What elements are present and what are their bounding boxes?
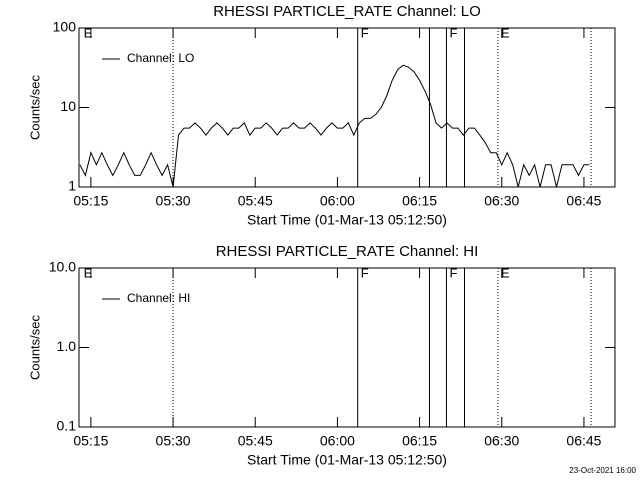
- event-flag: F: [361, 265, 369, 280]
- event-flag: E: [501, 25, 510, 40]
- event-flag: F: [361, 25, 369, 40]
- plot-frame: [78, 27, 616, 188]
- event-flag: E: [84, 265, 93, 280]
- event-flag: F: [450, 265, 458, 280]
- x-tick-label: 06:45: [566, 433, 601, 449]
- x-tick-label: 05:30: [156, 193, 191, 209]
- chart-title: RHESSI PARTICLE_RATE Channel: LO: [213, 3, 481, 20]
- x-tick-label: 05:15: [73, 433, 108, 449]
- event-flag: E: [501, 265, 510, 280]
- y-tick-label: 0.1: [57, 418, 77, 434]
- plot-frame: [78, 267, 616, 428]
- x-tick-label: 05:30: [156, 433, 191, 449]
- y-axis-title: Counts/sec: [27, 74, 42, 140]
- footer: 23-Oct-2021 16:00: [569, 466, 636, 475]
- legend-label: Channel: HI: [127, 291, 190, 305]
- x-tick-label: 06:30: [484, 193, 519, 209]
- data-line: [79, 64, 590, 188]
- y-axis-title: Counts/sec: [27, 314, 42, 380]
- event-flag: E: [84, 25, 93, 40]
- x-tick-label: 06:45: [566, 193, 601, 209]
- y-tick-label: 100: [53, 19, 77, 35]
- y-tick-label: 10: [60, 98, 76, 114]
- x-tick-label: 06:30: [484, 433, 519, 449]
- x-tick-label: 06:15: [402, 193, 437, 209]
- y-tick-label: 1.0: [57, 338, 77, 354]
- x-axis-title: Start Time (01-Mar-13 05:12:50): [247, 452, 447, 468]
- y-tick-label: 10.0: [49, 259, 76, 275]
- chart-title: RHESSI PARTICLE_RATE Channel: HI: [216, 243, 479, 260]
- legend-label: Channel: LO: [127, 51, 194, 65]
- x-axis-title: Start Time (01-Mar-13 05:12:50): [247, 212, 447, 228]
- y-tick-label: 1: [68, 178, 76, 194]
- event-flag: F: [450, 25, 458, 40]
- x-tick-label: 06:00: [320, 193, 355, 209]
- x-tick-label: 06:15: [402, 433, 437, 449]
- x-tick-label: 06:00: [320, 433, 355, 449]
- x-tick-label: 05:45: [238, 433, 273, 449]
- x-tick-label: 05:15: [73, 193, 108, 209]
- x-tick-label: 05:45: [238, 193, 273, 209]
